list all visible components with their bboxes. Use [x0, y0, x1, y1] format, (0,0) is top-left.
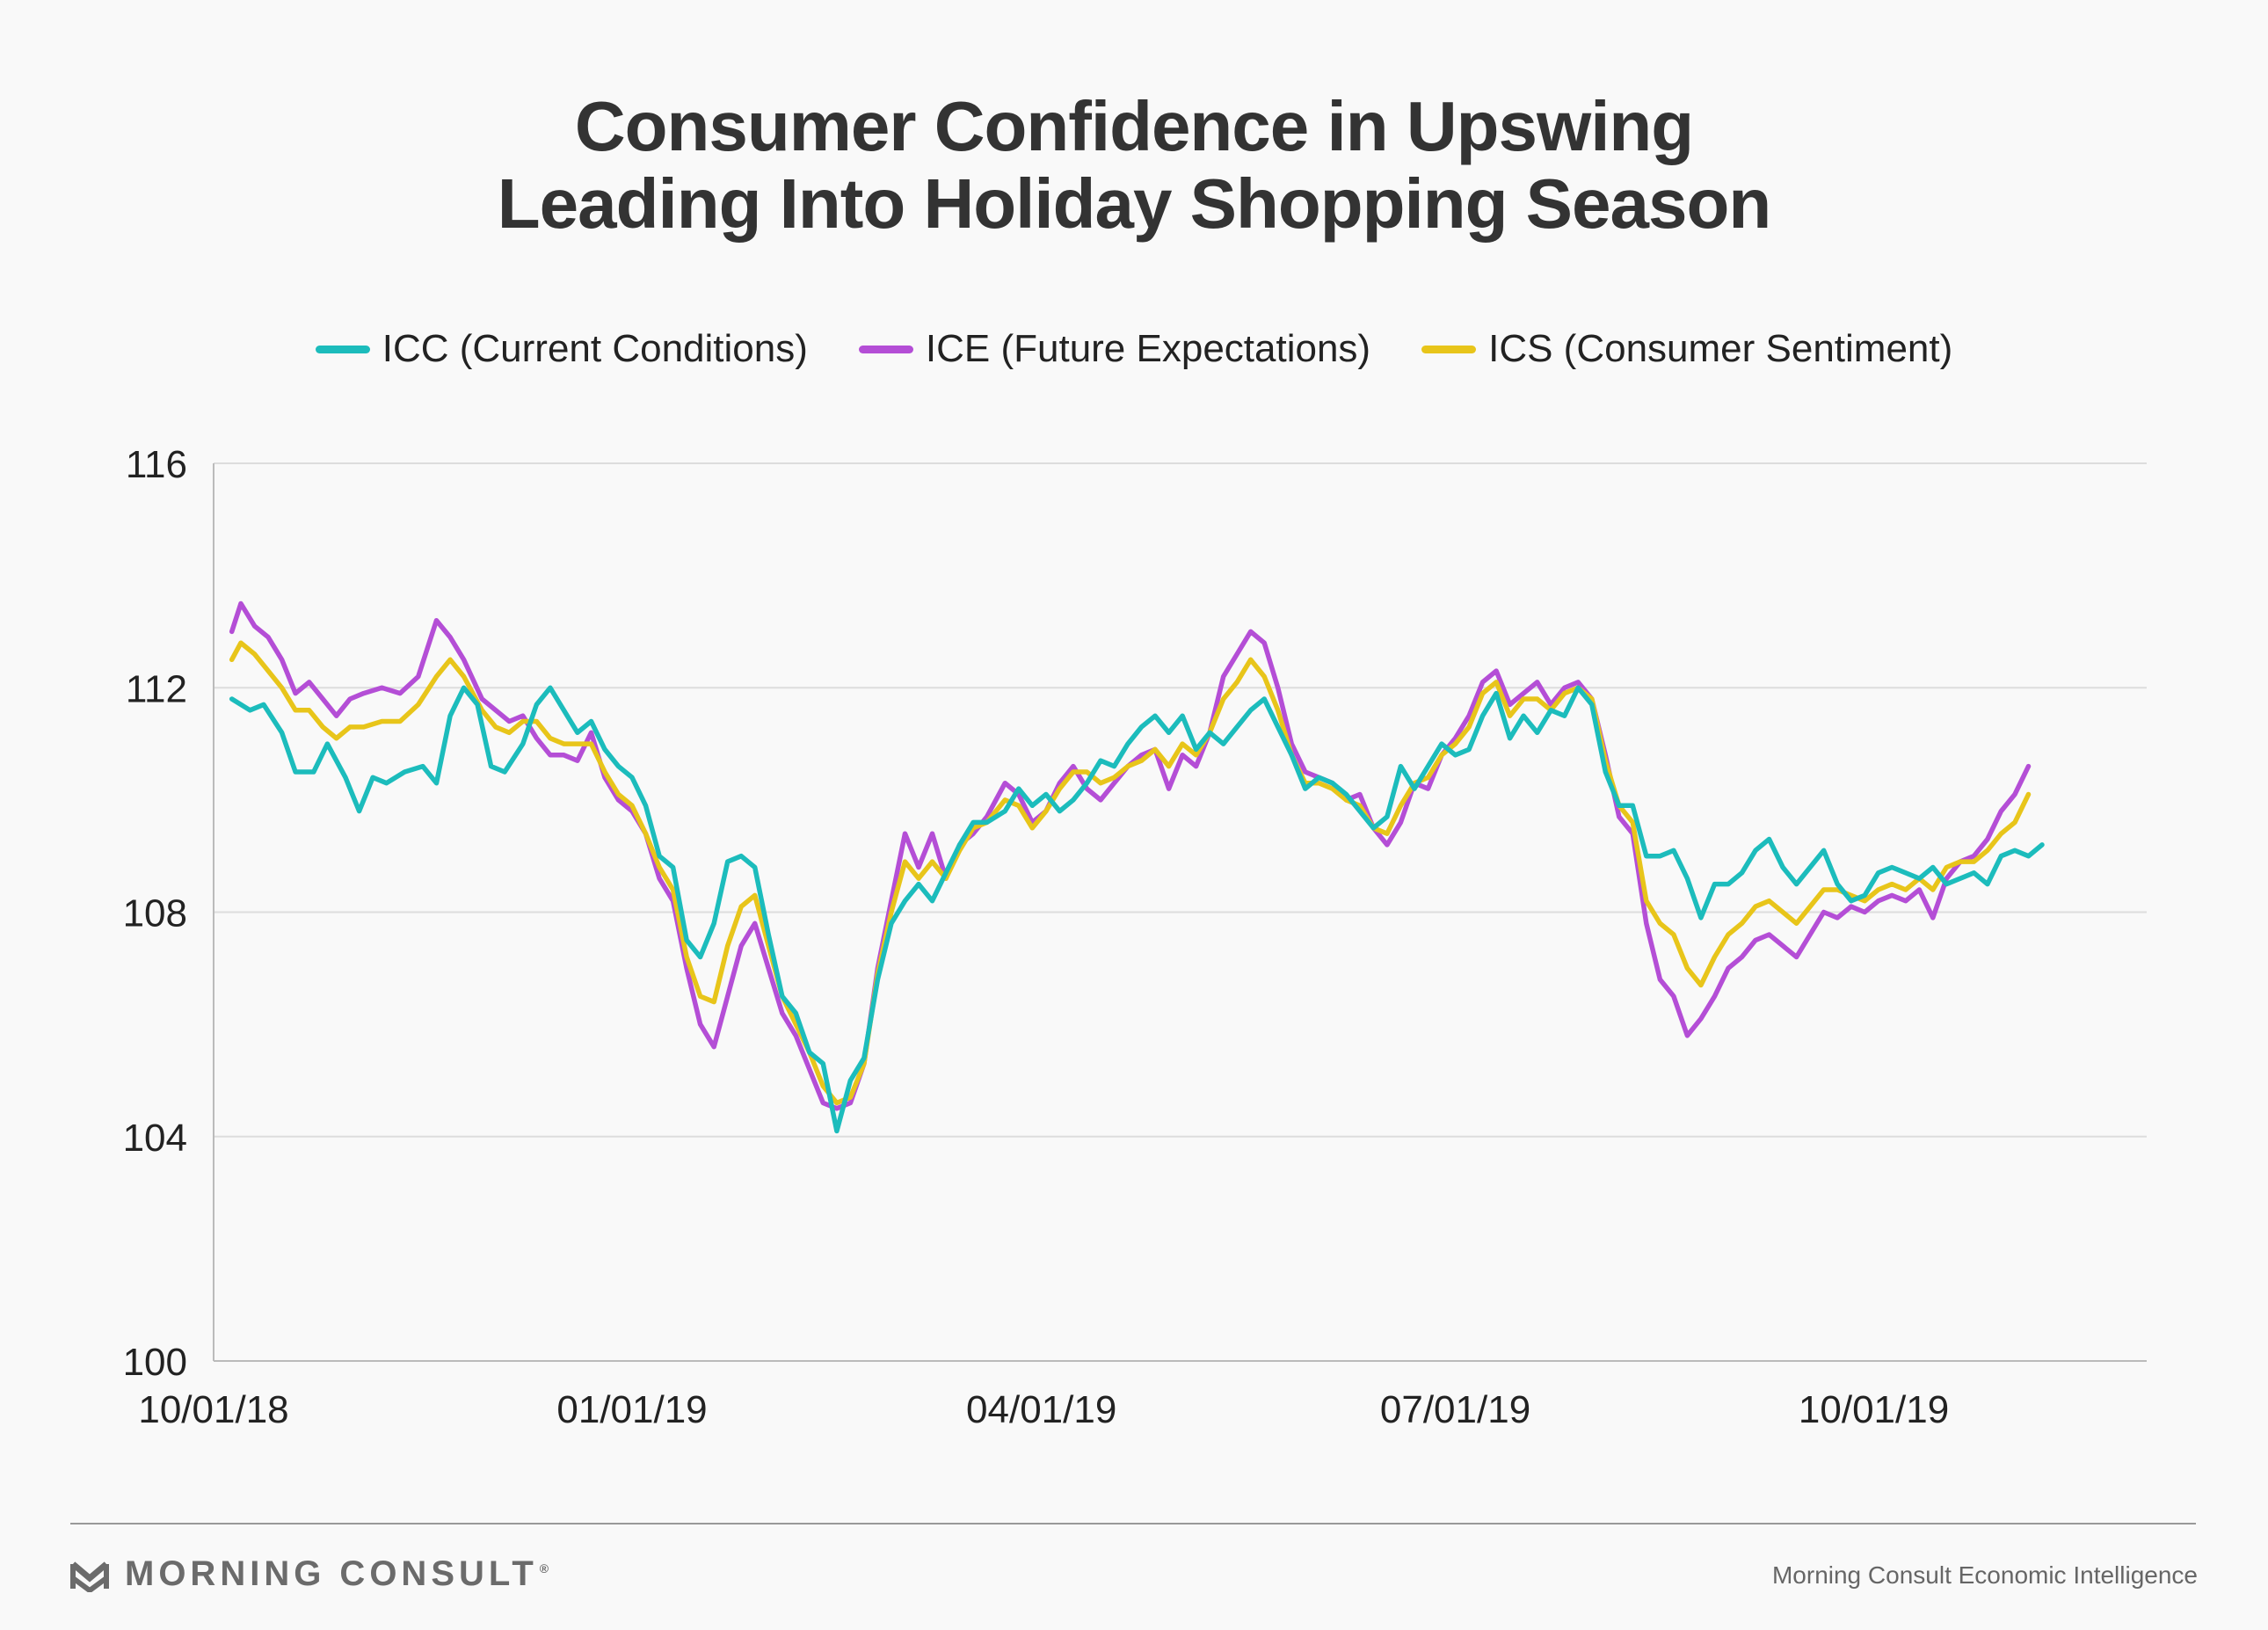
y-tick-label: 100 [123, 1341, 187, 1384]
chart-legend: ICC (Current Conditions) ICE (Future Exp… [0, 327, 2268, 371]
legend-label-icc: ICC (Current Conditions) [382, 327, 808, 370]
legend-item-icc: ICC (Current Conditions) [315, 327, 808, 371]
series-line-ics [229, 640, 2032, 1106]
grid-lines [214, 462, 2147, 1138]
series-lines [229, 600, 2045, 1134]
legend-item-ics: ICS (Consumer Sentiment) [1421, 327, 1952, 371]
axes [213, 463, 2147, 1362]
y-tick-label: 112 [126, 667, 187, 710]
chart-title: Consumer Confidence in Upswing Leading I… [0, 88, 2268, 243]
legend-label-ice: ICE (Future Expectations) [925, 327, 1371, 370]
series-line-ice [229, 600, 2032, 1111]
x-tick-label: 04/01/19 [966, 1388, 1116, 1431]
x-tick-label: 07/01/19 [1380, 1388, 1530, 1431]
footer-divider [70, 1523, 2196, 1524]
legend-swatch-ics [1421, 345, 1477, 353]
morning-consult-logo-icon [70, 1561, 109, 1592]
legend-swatch-icc [315, 345, 370, 353]
source-credit: Morning Consult Economic Intelligence [1771, 1561, 2198, 1589]
brand-name: MORNING CONSULT ® [125, 1554, 553, 1594]
x-tick-labels: 10/01/18 01/01/19 04/01/19 07/01/19 10/01/19 [138, 1388, 1949, 1431]
x-tick-label: 01/01/19 [556, 1388, 707, 1431]
series-line-icc [229, 685, 2045, 1134]
y-tick-label: 104 [123, 1117, 187, 1160]
x-tick-label: 10/01/18 [138, 1388, 288, 1431]
legend-label-ics: ICS (Consumer Sentiment) [1488, 327, 1953, 370]
chart-title-line-1: Consumer Confidence in Upswing [574, 87, 1694, 165]
y-tick-label: 116 [126, 443, 187, 486]
brand-logo: MORNING CONSULT ® [70, 1554, 553, 1594]
brand-registered-mark: ® [539, 1561, 554, 1575]
chart-title-line-2: Leading Into Holiday Shopping Season [497, 164, 1772, 243]
brand-name-text: MORNING CONSULT [125, 1554, 538, 1593]
y-tick-labels: 100 104 108 112 116 [123, 443, 187, 1384]
x-tick-label: 10/01/19 [1799, 1388, 1949, 1431]
legend-swatch-ice [858, 345, 913, 353]
legend-item-ice: ICE (Future Expectations) [858, 327, 1371, 371]
y-tick-label: 108 [123, 892, 187, 935]
